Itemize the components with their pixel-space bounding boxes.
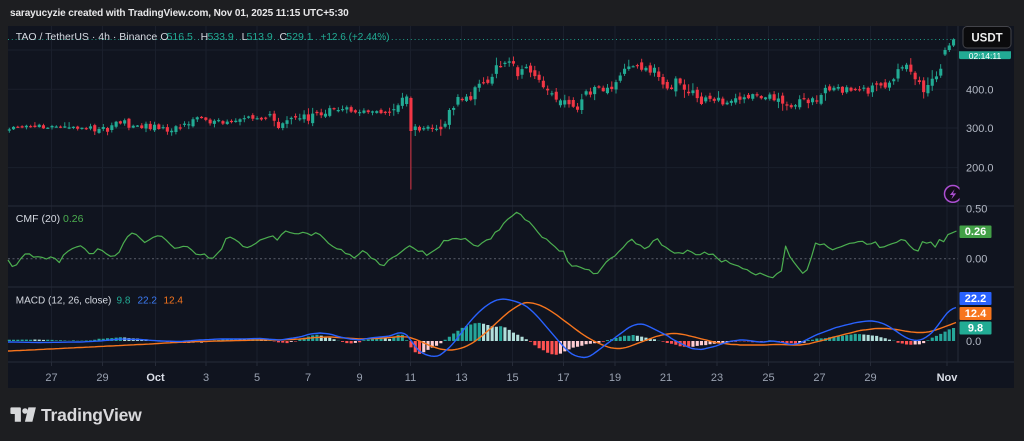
svg-text:9.8: 9.8 xyxy=(117,296,131,307)
svg-text:TAO / TetherUS · 4h · Binance: TAO / TetherUS · 4h · Binance xyxy=(16,31,158,43)
svg-text:29: 29 xyxy=(864,372,876,384)
svg-text:29: 29 xyxy=(96,372,108,384)
svg-text:9: 9 xyxy=(356,372,362,384)
svg-text:22.2: 22.2 xyxy=(965,293,986,305)
svg-text:CMF (20): CMF (20) xyxy=(16,213,60,225)
svg-text:3: 3 xyxy=(203,372,209,384)
svg-text:11: 11 xyxy=(405,372,416,384)
svg-text:25: 25 xyxy=(762,372,774,384)
svg-text:12.4: 12.4 xyxy=(164,296,184,307)
svg-text:529.1: 529.1 xyxy=(286,31,312,43)
svg-text:300.0: 300.0 xyxy=(966,123,994,135)
svg-text:0.50: 0.50 xyxy=(966,204,987,216)
svg-text:27: 27 xyxy=(813,372,825,384)
svg-text:O: O xyxy=(160,31,168,43)
svg-text:sarayucyzie created with Tradi: sarayucyzie created with TradingView.com… xyxy=(10,8,349,19)
svg-text:USDT: USDT xyxy=(971,33,1002,45)
svg-text:15: 15 xyxy=(506,372,518,384)
svg-text:533.9: 533.9 xyxy=(208,31,234,43)
svg-text:H: H xyxy=(201,31,209,43)
svg-text:19: 19 xyxy=(609,372,621,384)
svg-text:5: 5 xyxy=(254,372,260,384)
svg-text:22.2: 22.2 xyxy=(138,296,158,307)
svg-text:Nov: Nov xyxy=(937,372,959,384)
svg-text:0.26: 0.26 xyxy=(63,213,84,225)
svg-text:23: 23 xyxy=(711,372,723,384)
svg-text:+12.6 (+2.44%): +12.6 (+2.44%) xyxy=(321,32,390,43)
svg-text:513.9: 513.9 xyxy=(247,31,273,43)
svg-text:0.0: 0.0 xyxy=(966,336,981,348)
svg-text:21: 21 xyxy=(660,372,672,384)
svg-text:17: 17 xyxy=(557,372,569,384)
svg-text:27: 27 xyxy=(45,372,57,384)
svg-text:9.8: 9.8 xyxy=(968,323,983,335)
svg-text:MACD (12, 26, close): MACD (12, 26, close) xyxy=(16,296,112,307)
svg-text:12.4: 12.4 xyxy=(965,308,987,320)
svg-text:02:14:11: 02:14:11 xyxy=(969,51,1002,61)
svg-text:L: L xyxy=(242,31,248,43)
svg-text:TradingView: TradingView xyxy=(41,405,142,425)
svg-text:13: 13 xyxy=(455,372,467,384)
svg-text:C: C xyxy=(280,31,288,43)
svg-text:516.5: 516.5 xyxy=(167,31,193,43)
svg-text:200.0: 200.0 xyxy=(966,163,994,175)
svg-text:400.0: 400.0 xyxy=(966,84,994,96)
svg-text:7: 7 xyxy=(305,372,311,384)
svg-text:Oct: Oct xyxy=(146,372,165,384)
svg-text:0.26: 0.26 xyxy=(965,226,986,238)
svg-text:0.00: 0.00 xyxy=(966,254,987,266)
